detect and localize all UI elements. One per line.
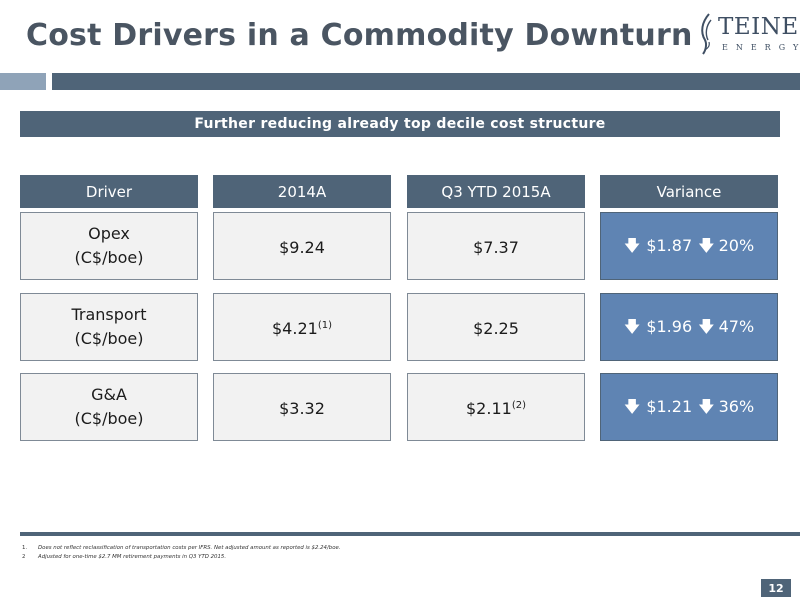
footnote-1: 1. Does not reflect reclassification of t… (22, 545, 341, 551)
driver-label: G&A (91, 385, 127, 404)
value-cell-2014a: $4.21(1) (213, 293, 391, 361)
flame-logo-icon (701, 13, 712, 55)
footnote-text: Adjusted for one-time $2.7 MM retirement… (38, 554, 227, 560)
driver-cell-ga: G&A (C$/boe) (20, 373, 198, 441)
variance-amount: $1.87 (646, 236, 693, 255)
down-arrow-icon: 🡇 (623, 397, 641, 416)
down-arrow-icon: 🡇 (623, 317, 641, 336)
value-q3: $2.25 (473, 318, 519, 338)
value-2014a: $3.32 (279, 398, 325, 418)
down-arrow-icon: 🡇 (698, 397, 715, 416)
driver-unit: (C$/boe) (74, 409, 144, 428)
value-cell-q3: $7.37 (407, 212, 585, 280)
value-q3: $2.11 (466, 398, 512, 418)
variance-cell: 🡇 $1.87 🡇 20% (600, 212, 778, 280)
down-arrow-icon: 🡇 (623, 236, 641, 255)
down-arrow-icon: 🡇 (698, 317, 715, 336)
variance-amount: $1.21 (646, 397, 693, 416)
logo-wordmark: TEINE (718, 14, 799, 40)
variance-percent: 47% (718, 317, 755, 336)
footnote-number: 2 (22, 554, 26, 560)
footnote-2: 2 Adjusted for one-time $2.7 MM retiremen… (22, 554, 226, 560)
variance-percent: 36% (718, 397, 755, 416)
header-variance: Variance (600, 175, 778, 208)
variance-cell: 🡇 $1.96 🡇 47% (600, 293, 778, 361)
header-accent-bar-left (0, 73, 46, 90)
driver-unit: (C$/boe) (74, 329, 144, 348)
down-arrow-icon: 🡇 (698, 236, 715, 255)
page-number: 12 (761, 579, 791, 597)
variance-cell: 🡇 $1.21 🡇 36% (600, 373, 778, 441)
section-banner: Further reducing already top decile cost… (20, 111, 780, 137)
driver-unit: (C$/boe) (74, 248, 144, 267)
driver-label: Opex (88, 224, 130, 243)
variance-percent: 20% (718, 236, 755, 255)
value-2014a: $4.21 (272, 318, 318, 338)
driver-cell-transport: Transport (C$/boe) (20, 293, 198, 361)
value-cell-2014a: $9.24 (213, 212, 391, 280)
footer-rule (20, 532, 800, 536)
variance-amount: $1.96 (646, 317, 693, 336)
driver-cell-opex: Opex (C$/boe) (20, 212, 198, 280)
driver-label: Transport (71, 305, 147, 324)
footnote-ref: (1) (317, 319, 332, 331)
page-title: Cost Drivers in a Commodity Downturn (26, 18, 693, 53)
value-cell-q3: $2.11(2) (407, 373, 585, 441)
value-cell-q3: $2.25 (407, 293, 585, 361)
company-logo: TEINE ENERGY (696, 10, 799, 58)
footnote-number: 1. (22, 545, 28, 551)
header-2014a: 2014A (213, 175, 391, 208)
header-driver: Driver (20, 175, 198, 208)
value-cell-2014a: $3.32 (213, 373, 391, 441)
footnote-text: Does not reflect reclassification of tra… (38, 545, 341, 551)
value-q3: $7.37 (473, 237, 519, 257)
logo-subtitle: ENERGY (722, 43, 800, 52)
footnote-ref: (2) (511, 399, 526, 411)
header-accent-bar (52, 73, 800, 90)
header-q3-ytd-2015a: Q3 YTD 2015A (407, 175, 585, 208)
value-2014a: $9.24 (279, 237, 325, 257)
